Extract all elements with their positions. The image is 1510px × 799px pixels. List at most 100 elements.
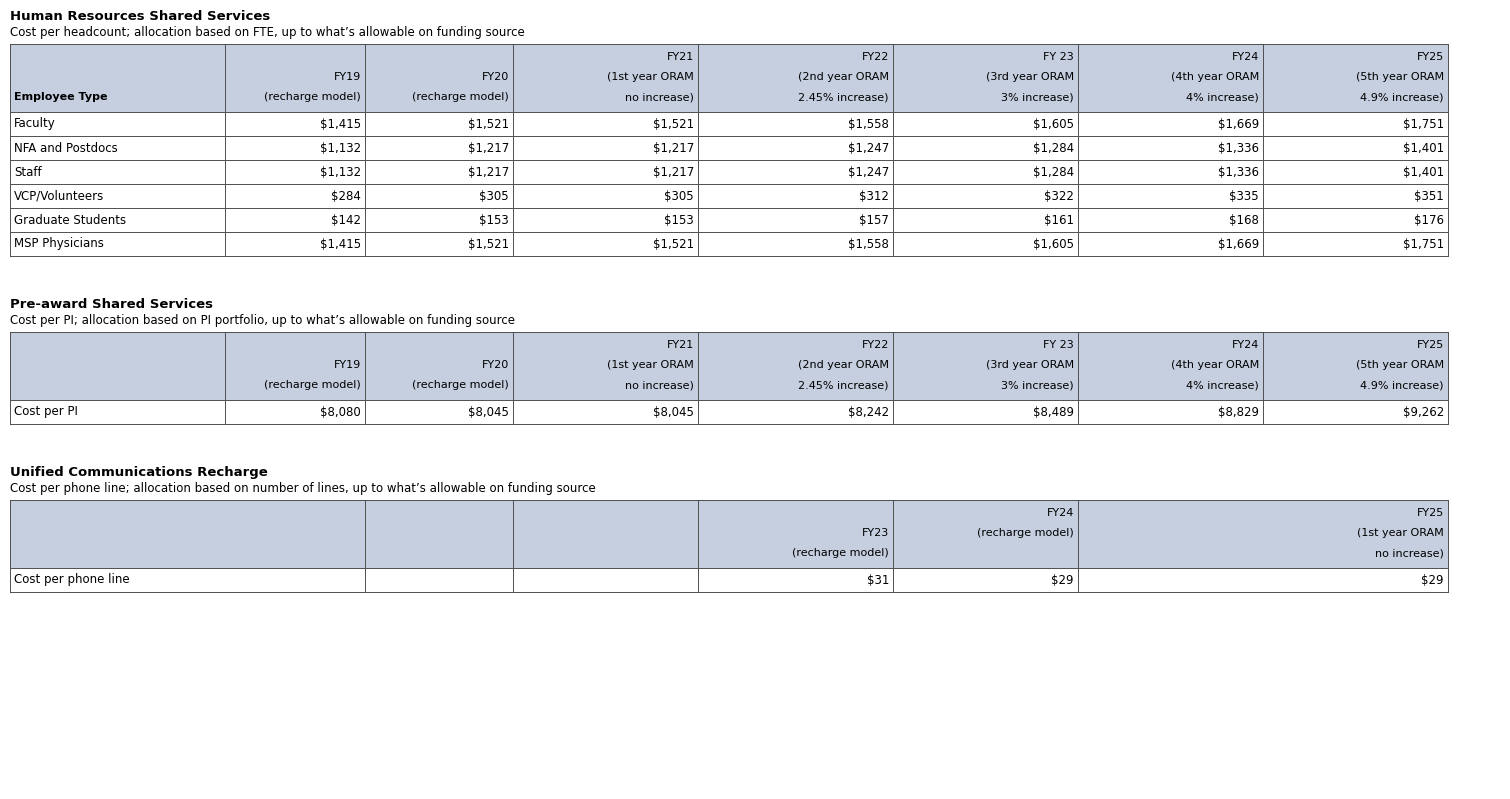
Text: FY25: FY25 [1416, 340, 1444, 350]
Text: $1,521: $1,521 [468, 237, 509, 251]
Text: $305: $305 [479, 189, 509, 202]
Text: (3rd year ORAM: (3rd year ORAM [986, 360, 1074, 370]
Text: FY24: FY24 [1046, 508, 1074, 518]
Text: (1st year ORAM: (1st year ORAM [607, 360, 695, 370]
Text: $1,751: $1,751 [1403, 237, 1444, 251]
Text: (4th year ORAM: (4th year ORAM [1170, 360, 1259, 370]
Text: Pre-award Shared Services: Pre-award Shared Services [11, 298, 213, 311]
Text: $1,521: $1,521 [652, 237, 695, 251]
Text: Cost per PI; allocation based on PI portfolio, up to what’s allowable on funding: Cost per PI; allocation based on PI port… [11, 314, 515, 327]
Text: $1,284: $1,284 [1033, 165, 1074, 178]
Text: $1,247: $1,247 [847, 165, 889, 178]
Text: $142: $142 [331, 213, 361, 226]
Text: (recharge model): (recharge model) [977, 528, 1074, 538]
Text: $8,489: $8,489 [1033, 406, 1074, 419]
Text: FY25: FY25 [1416, 508, 1444, 518]
Text: $153: $153 [664, 213, 695, 226]
Bar [11, 44, 1448, 112]
Text: (recharge model): (recharge model) [264, 92, 361, 102]
Text: 3% increase): 3% increase) [1001, 92, 1074, 102]
Text: NFA and Postdocs: NFA and Postdocs [14, 141, 118, 154]
Text: $31: $31 [867, 574, 889, 586]
Text: Cost per phone line; allocation based on number of lines, up to what’s allowable: Cost per phone line; allocation based on… [11, 482, 596, 495]
Bar [11, 500, 1448, 568]
Text: $1,669: $1,669 [1217, 237, 1259, 251]
Text: $1,217: $1,217 [468, 141, 509, 154]
Text: $1,284: $1,284 [1033, 141, 1074, 154]
Text: no increase): no increase) [625, 380, 695, 390]
Text: $1,401: $1,401 [1403, 165, 1444, 178]
Text: $9,262: $9,262 [1403, 406, 1444, 419]
Text: $284: $284 [331, 189, 361, 202]
Bar [11, 332, 1448, 400]
Text: (4th year ORAM: (4th year ORAM [1170, 72, 1259, 82]
Text: Cost per headcount; allocation based on FTE, up to what’s allowable on funding s: Cost per headcount; allocation based on … [11, 26, 525, 39]
Text: FY 23: FY 23 [1043, 340, 1074, 350]
Text: (5th year ORAM: (5th year ORAM [1356, 72, 1444, 82]
Text: $161: $161 [1043, 213, 1074, 226]
Text: FY22: FY22 [862, 340, 889, 350]
Text: (recharge model): (recharge model) [412, 380, 509, 390]
Text: $1,401: $1,401 [1403, 141, 1444, 154]
Text: $1,605: $1,605 [1033, 237, 1074, 251]
Text: Cost per phone line: Cost per phone line [14, 574, 130, 586]
Text: (3rd year ORAM: (3rd year ORAM [986, 72, 1074, 82]
Text: Staff: Staff [14, 165, 42, 178]
Text: $1,521: $1,521 [468, 117, 509, 130]
Text: (2nd year ORAM: (2nd year ORAM [797, 72, 889, 82]
Text: $1,415: $1,415 [320, 117, 361, 130]
Text: (1st year ORAM: (1st year ORAM [1357, 528, 1444, 538]
Text: $1,336: $1,336 [1219, 165, 1259, 178]
Text: Faculty: Faculty [14, 117, 56, 130]
Text: $322: $322 [1043, 189, 1074, 202]
Text: $1,336: $1,336 [1219, 141, 1259, 154]
Text: $168: $168 [1229, 213, 1259, 226]
Text: $8,045: $8,045 [468, 406, 509, 419]
Text: $1,247: $1,247 [847, 141, 889, 154]
Text: $1,415: $1,415 [320, 237, 361, 251]
Text: $1,558: $1,558 [849, 237, 889, 251]
Text: $1,558: $1,558 [849, 117, 889, 130]
Text: FY19: FY19 [334, 360, 361, 370]
Text: no increase): no increase) [1376, 548, 1444, 558]
Text: FY24: FY24 [1232, 340, 1259, 350]
Text: (recharge model): (recharge model) [793, 548, 889, 558]
Text: $1,217: $1,217 [652, 165, 695, 178]
Text: (recharge model): (recharge model) [264, 380, 361, 390]
Text: $351: $351 [1415, 189, 1444, 202]
Text: 4% increase): 4% increase) [1187, 380, 1259, 390]
Text: $1,217: $1,217 [652, 141, 695, 154]
Text: (recharge model): (recharge model) [412, 92, 509, 102]
Text: FY23: FY23 [862, 528, 889, 538]
Text: 2.45% increase): 2.45% increase) [799, 380, 889, 390]
Text: $29: $29 [1421, 574, 1444, 586]
Text: no increase): no increase) [625, 92, 695, 102]
Text: $1,132: $1,132 [320, 141, 361, 154]
Text: FY20: FY20 [482, 72, 509, 82]
Text: FY25: FY25 [1416, 52, 1444, 62]
Text: $8,242: $8,242 [849, 406, 889, 419]
Text: $157: $157 [859, 213, 889, 226]
Text: FY19: FY19 [334, 72, 361, 82]
Text: Employee Type: Employee Type [14, 92, 107, 102]
Text: $1,605: $1,605 [1033, 117, 1074, 130]
Text: Graduate Students: Graduate Students [14, 213, 127, 226]
Text: $305: $305 [664, 189, 695, 202]
Text: $312: $312 [859, 189, 889, 202]
Text: MSP Physicians: MSP Physicians [14, 237, 104, 251]
Text: (2nd year ORAM: (2nd year ORAM [797, 360, 889, 370]
Text: FY21: FY21 [667, 52, 695, 62]
Text: Unified Communications Recharge: Unified Communications Recharge [11, 466, 267, 479]
Text: Cost per PI: Cost per PI [14, 406, 79, 419]
Text: FY24: FY24 [1232, 52, 1259, 62]
Text: $176: $176 [1413, 213, 1444, 226]
Text: (5th year ORAM: (5th year ORAM [1356, 360, 1444, 370]
Text: $335: $335 [1229, 189, 1259, 202]
Text: Human Resources Shared Services: Human Resources Shared Services [11, 10, 270, 23]
Text: $153: $153 [479, 213, 509, 226]
Text: $1,751: $1,751 [1403, 117, 1444, 130]
Text: 4.9% increase): 4.9% increase) [1361, 92, 1444, 102]
Text: FY22: FY22 [862, 52, 889, 62]
Text: FY20: FY20 [482, 360, 509, 370]
Text: $1,669: $1,669 [1217, 117, 1259, 130]
